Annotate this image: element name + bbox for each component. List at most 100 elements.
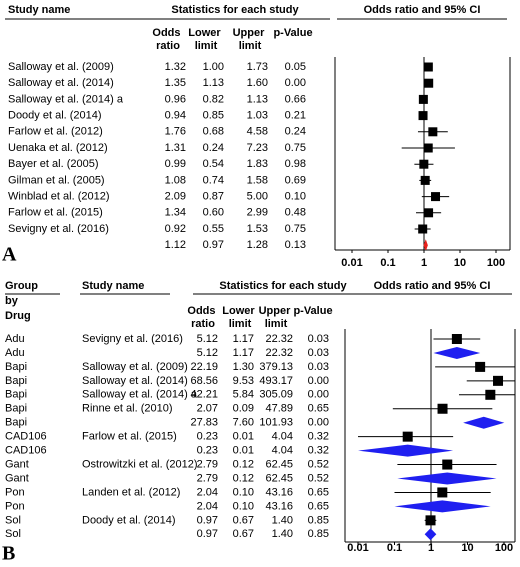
value-label: 5.12 [197,333,218,345]
odds-ratio-square [431,192,441,202]
odds-ratio-square [428,127,438,137]
value-label: 42.21 [190,389,218,401]
value-label: 7.23 [247,142,268,154]
x-tick-label: 100 [495,542,513,554]
odds-ratio-square [437,487,448,498]
value-label: 0.65 [308,403,329,415]
value-label: 0.99 [165,158,186,170]
group-label: CAD106 [5,431,47,443]
stats-header: Statistics for each study [219,280,347,292]
value-label: 0.98 [285,158,306,170]
value-label: 0.87 [203,191,224,203]
value-label: 22.32 [265,333,293,345]
study-name: Sevigny et al. (2016) [8,223,109,235]
value-label: 0.85 [308,528,329,540]
value-label: 2.79 [197,458,218,470]
column-header: Lower limit [188,27,223,52]
value-label: 0.82 [203,93,224,105]
odds-ratio-square [418,94,428,104]
value-label: 0.67 [233,528,254,540]
value-label: 1.12 [165,239,186,251]
summary-diamond [394,500,491,513]
value-label: 1.13 [247,93,268,105]
value-label: 0.03 [308,333,329,345]
panel-label: A [2,244,17,266]
study-name: Landen et al. (2012) [82,486,180,498]
value-label: 4.04 [272,445,293,457]
value-label: 0.52 [308,472,329,484]
x-tick-label: 0.1 [380,257,395,269]
panel-label: B [2,543,15,565]
group-label: Gant [5,458,29,470]
value-label: 0.65 [308,500,329,512]
group-label: Adu [5,333,25,345]
study-name: Rinne et al. (2010) [82,403,173,415]
value-label: 0.00 [308,375,329,387]
value-label: 68.56 [190,375,218,387]
value-label: 0.10 [233,486,254,498]
value-label: 1.76 [165,126,186,138]
value-label: 0.01 [233,445,254,457]
summary-diamond [397,472,497,485]
value-label: 0.21 [285,110,306,122]
value-label: 5.84 [233,389,254,401]
study-name: Salloway et al. (2014) a [8,93,124,105]
summary-diamond [433,346,481,359]
study-name: Doody et al. (2014) [82,514,176,526]
value-label: 0.09 [233,403,254,415]
x-tick-label: 10 [461,542,473,554]
summary-diamond [358,444,454,457]
value-label: 0.94 [165,110,186,122]
value-label: 0.96 [165,93,186,105]
value-label: 0.10 [233,500,254,512]
value-label: 1.31 [165,142,186,154]
plot-area [358,334,515,541]
value-label: 0.48 [285,207,306,219]
value-label: 0.24 [203,142,224,154]
value-label: 0.54 [203,158,224,170]
odds-ratio-square [493,375,504,386]
value-label: 0.75 [285,142,306,154]
group-label: CAD106 [5,445,47,457]
value-label: 0.10 [285,191,306,203]
value-label: 0.32 [308,445,329,457]
value-label: 0.00 [285,77,306,89]
value-label: 379.13 [259,361,293,373]
study-name: Salloway et al. (2014) [82,375,188,387]
value-label: 1.32 [165,61,186,73]
odds-ratio-square [402,431,413,442]
value-label: 0.97 [203,239,224,251]
odds-ratio-square [442,459,453,470]
x-tick-label: 0.01 [347,542,368,554]
stats-header: Statistics for each study [171,4,299,16]
value-label: 0.52 [308,458,329,470]
group-label: Sol [5,514,21,526]
x-tick-label: 0.01 [341,257,362,269]
value-label: 2.99 [247,207,268,219]
odds-ratio-square [485,389,496,400]
value-label: 0.24 [285,126,306,138]
study-name: Salloway et al. (2014) a [82,389,198,401]
group-label: Gant [5,472,29,484]
odds-ratio-square [418,224,428,234]
value-label: 4.58 [247,126,268,138]
value-label: 0.12 [233,458,254,470]
study-header: Study name [8,4,70,16]
value-label: 1.40 [272,514,293,526]
value-label: 0.01 [233,431,254,443]
value-label: 1.00 [203,61,224,73]
column-header: Upper limit [233,27,268,52]
study-name: Bayer et al. (2005) [8,158,99,170]
odds-ratio-square [425,515,436,526]
x-tick-label: 1 [428,542,434,554]
plot-area [401,62,455,250]
value-label: 0.66 [285,93,306,105]
summary-diamond [463,416,505,429]
group-label: Pon [5,486,25,498]
value-label: 1.03 [247,110,268,122]
study-name: Farlow et al. (2012) [8,126,103,138]
x-tick-label: 10 [454,257,466,269]
value-label: 9.53 [233,375,254,387]
x-tick-label: 1 [421,257,427,269]
summary-diamond [424,528,437,541]
